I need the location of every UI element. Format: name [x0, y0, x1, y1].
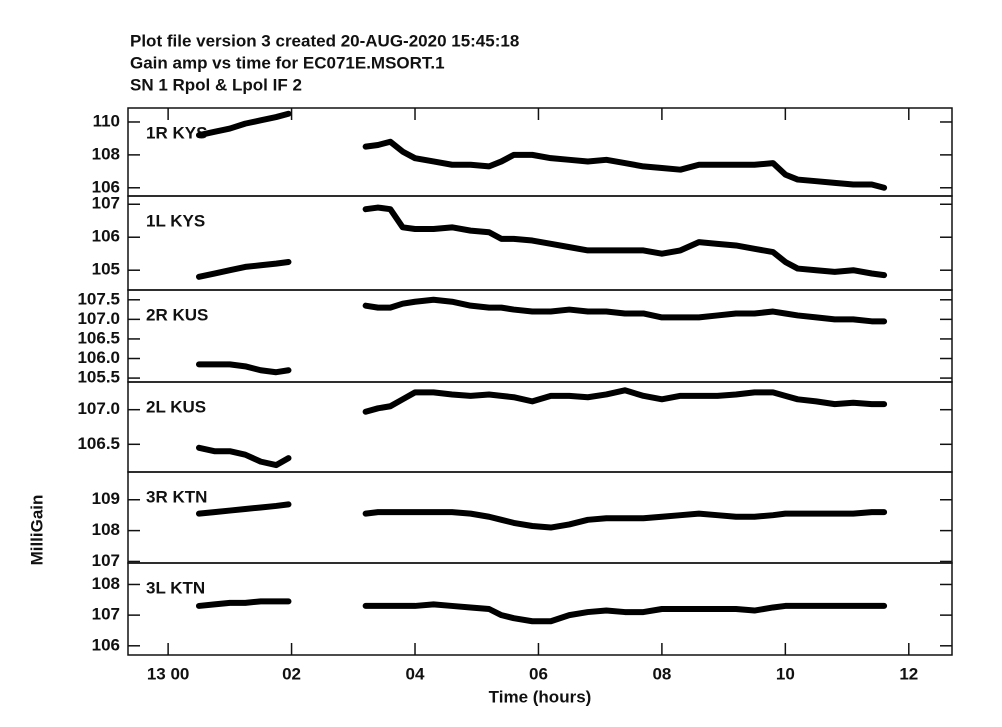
y-tick-label: 106.5 — [77, 434, 120, 453]
x-tick-label: 12 — [899, 664, 918, 683]
y-tick-label: 106.0 — [77, 348, 120, 367]
x-tick-label: 08 — [652, 664, 671, 683]
y-tick-label: 108 — [92, 520, 120, 539]
gain-series — [195, 501, 888, 531]
y-axis-label: MilliGain — [27, 495, 46, 566]
x-tick-label: 06 — [529, 664, 548, 683]
x-axis-label: Time (hours) — [489, 687, 592, 706]
x-tick-label: 04 — [406, 664, 425, 683]
panel-label: 1R KYS — [146, 123, 207, 142]
panel-label: 2R KUS — [146, 305, 208, 324]
y-tick-label: 109 — [92, 489, 120, 508]
y-tick-label: 107.5 — [77, 289, 120, 308]
y-tick-label: 108 — [92, 574, 120, 593]
panel-label: 3R KTN — [146, 487, 207, 506]
panel-frame — [127, 562, 953, 656]
y-tick-label: 106 — [92, 177, 120, 196]
gain-series — [195, 110, 888, 191]
x-tick-label: 13 00 — [147, 664, 190, 683]
gain-series — [195, 387, 888, 469]
panel-label: 1L KYS — [146, 211, 205, 230]
gain-series — [195, 296, 888, 376]
panel-label: 3L KTN — [146, 578, 205, 597]
y-tick-label: 105 — [92, 260, 120, 279]
y-tick-label: 107 — [92, 194, 120, 213]
y-tick-label: 108 — [92, 144, 120, 163]
y-tick-label: 106 — [92, 635, 120, 654]
panel-label: 2L KUS — [146, 397, 206, 416]
title-line: Plot file version 3 created 20-AUG-2020 … — [130, 31, 519, 50]
panel-frame — [127, 471, 953, 564]
x-tick-label: 10 — [776, 664, 795, 683]
title-line: Gain amp vs time for EC071E.MSORT.1 — [130, 53, 445, 72]
y-tick-label: 106.5 — [77, 328, 120, 347]
x-tick-label: 02 — [282, 664, 301, 683]
title-line: SN 1 Rpol & Lpol IF 2 — [130, 75, 302, 94]
y-tick-label: 107.0 — [77, 399, 120, 418]
y-tick-label: 106 — [92, 227, 120, 246]
y-tick-label: 107.0 — [77, 309, 120, 328]
y-tick-label: 105.5 — [77, 368, 120, 387]
y-tick-label: 107 — [92, 605, 120, 624]
gain-series — [195, 598, 888, 625]
y-tick-label: 107 — [92, 551, 120, 570]
y-tick-label: 110 — [93, 111, 120, 130]
gain-series — [195, 204, 888, 280]
